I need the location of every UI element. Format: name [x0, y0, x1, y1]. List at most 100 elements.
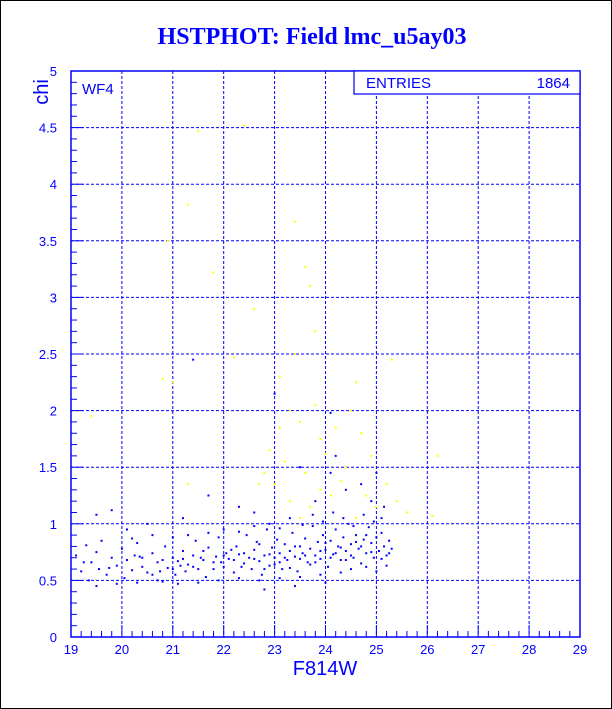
blue-data-point — [380, 517, 383, 520]
blue-data-point — [95, 551, 98, 554]
blue-data-point — [268, 553, 271, 556]
yellow-data-point — [344, 466, 347, 469]
blue-data-point — [133, 554, 136, 557]
blue-data-point — [278, 527, 281, 530]
chart-title: HSTPHOT: Field lmc_u5ay03 — [157, 24, 467, 50]
yellow-data-point — [166, 239, 169, 242]
blue-data-point — [123, 577, 126, 580]
blue-data-point — [187, 563, 190, 566]
blue-data-point — [306, 561, 309, 564]
yellow-data-point — [212, 271, 215, 274]
blue-data-point — [349, 568, 352, 571]
blue-data-point — [372, 520, 375, 523]
blue-data-point — [265, 528, 268, 531]
blue-data-point — [110, 509, 113, 512]
blue-data-point — [339, 546, 342, 549]
blue-data-point — [164, 545, 167, 548]
yellow-data-point — [395, 500, 398, 503]
blue-data-point — [82, 561, 85, 564]
blue-data-point — [283, 543, 286, 546]
blue-data-point — [202, 549, 205, 552]
blue-data-point — [385, 554, 388, 557]
blue-data-point — [304, 554, 307, 557]
blue-data-point — [301, 552, 304, 555]
blue-data-point — [258, 543, 261, 546]
yellow-data-point — [436, 454, 439, 457]
blue-data-point — [360, 483, 363, 486]
yellow-data-point — [355, 381, 358, 384]
blue-data-point — [217, 536, 220, 539]
yellow-data-point — [293, 220, 296, 223]
yellow-data-point — [390, 358, 393, 361]
blue-data-point — [187, 534, 190, 537]
yellow-data-point — [283, 460, 286, 463]
blue-data-point — [355, 540, 358, 543]
blue-data-point — [151, 552, 154, 555]
blue-data-point — [156, 561, 159, 564]
blue-data-point — [110, 556, 113, 559]
blue-data-point — [276, 538, 279, 541]
yellow-data-point — [329, 494, 332, 497]
blue-data-point — [321, 520, 324, 523]
yellow-data-point — [365, 494, 368, 497]
blue-data-point — [360, 562, 363, 565]
blue-data-point — [365, 534, 368, 537]
yellow-data-point — [243, 124, 246, 127]
blue-data-point — [362, 513, 365, 516]
yellow-data-point — [273, 483, 276, 486]
blue-data-point — [321, 534, 324, 537]
blue-data-point — [192, 358, 195, 361]
y-tick-label: 0 — [50, 630, 57, 645]
blue-data-point — [324, 542, 327, 545]
yellow-data-point — [355, 517, 358, 520]
blue-data-point — [192, 554, 195, 557]
blue-data-point — [258, 579, 261, 582]
yellow-data-point — [187, 483, 190, 486]
blue-data-point — [324, 548, 327, 551]
blue-data-point — [202, 559, 205, 562]
blue-data-point — [250, 568, 253, 571]
blue-data-point — [316, 540, 319, 543]
blue-data-point — [156, 579, 159, 582]
pad-annotation: WF4 — [82, 81, 114, 98]
blue-data-point — [273, 563, 276, 566]
yellow-data-point — [309, 285, 312, 288]
blue-data-point — [194, 539, 197, 542]
blue-data-point — [309, 547, 312, 550]
yellow-data-point — [288, 409, 291, 412]
blue-data-point — [204, 576, 207, 579]
blue-data-point — [329, 556, 332, 559]
blue-data-point — [125, 528, 128, 531]
yellow-data-point — [405, 511, 408, 514]
blue-data-point — [329, 471, 332, 474]
blue-data-point — [357, 547, 360, 550]
blue-data-point — [365, 552, 368, 555]
blue-data-point — [293, 555, 296, 558]
blue-data-point — [237, 553, 240, 556]
blue-data-point — [125, 559, 128, 562]
y-tick-label: 1.5 — [39, 460, 57, 475]
blue-data-point — [337, 545, 340, 548]
blue-data-point — [237, 505, 240, 508]
blue-data-point — [181, 549, 184, 552]
blue-data-point — [212, 568, 215, 571]
blue-data-point — [288, 517, 291, 520]
blue-data-point — [253, 548, 256, 551]
x-tick-label: 19 — [64, 642, 78, 657]
blue-data-point — [179, 564, 182, 567]
y-tick-label: 3 — [50, 290, 57, 305]
yellow-data-point — [268, 449, 271, 452]
x-tick-label: 22 — [216, 642, 230, 657]
blue-data-point — [311, 525, 314, 528]
blue-data-point — [296, 570, 299, 573]
blue-data-point — [344, 549, 347, 552]
blue-data-point — [146, 571, 149, 574]
blue-data-point — [383, 545, 386, 548]
x-tick-label: 24 — [318, 642, 332, 657]
blue-data-point — [304, 537, 307, 540]
blue-data-point — [151, 573, 154, 576]
y-tick-label: 1 — [50, 517, 57, 532]
yellow-data-point — [309, 505, 312, 508]
blue-data-point — [75, 554, 78, 557]
